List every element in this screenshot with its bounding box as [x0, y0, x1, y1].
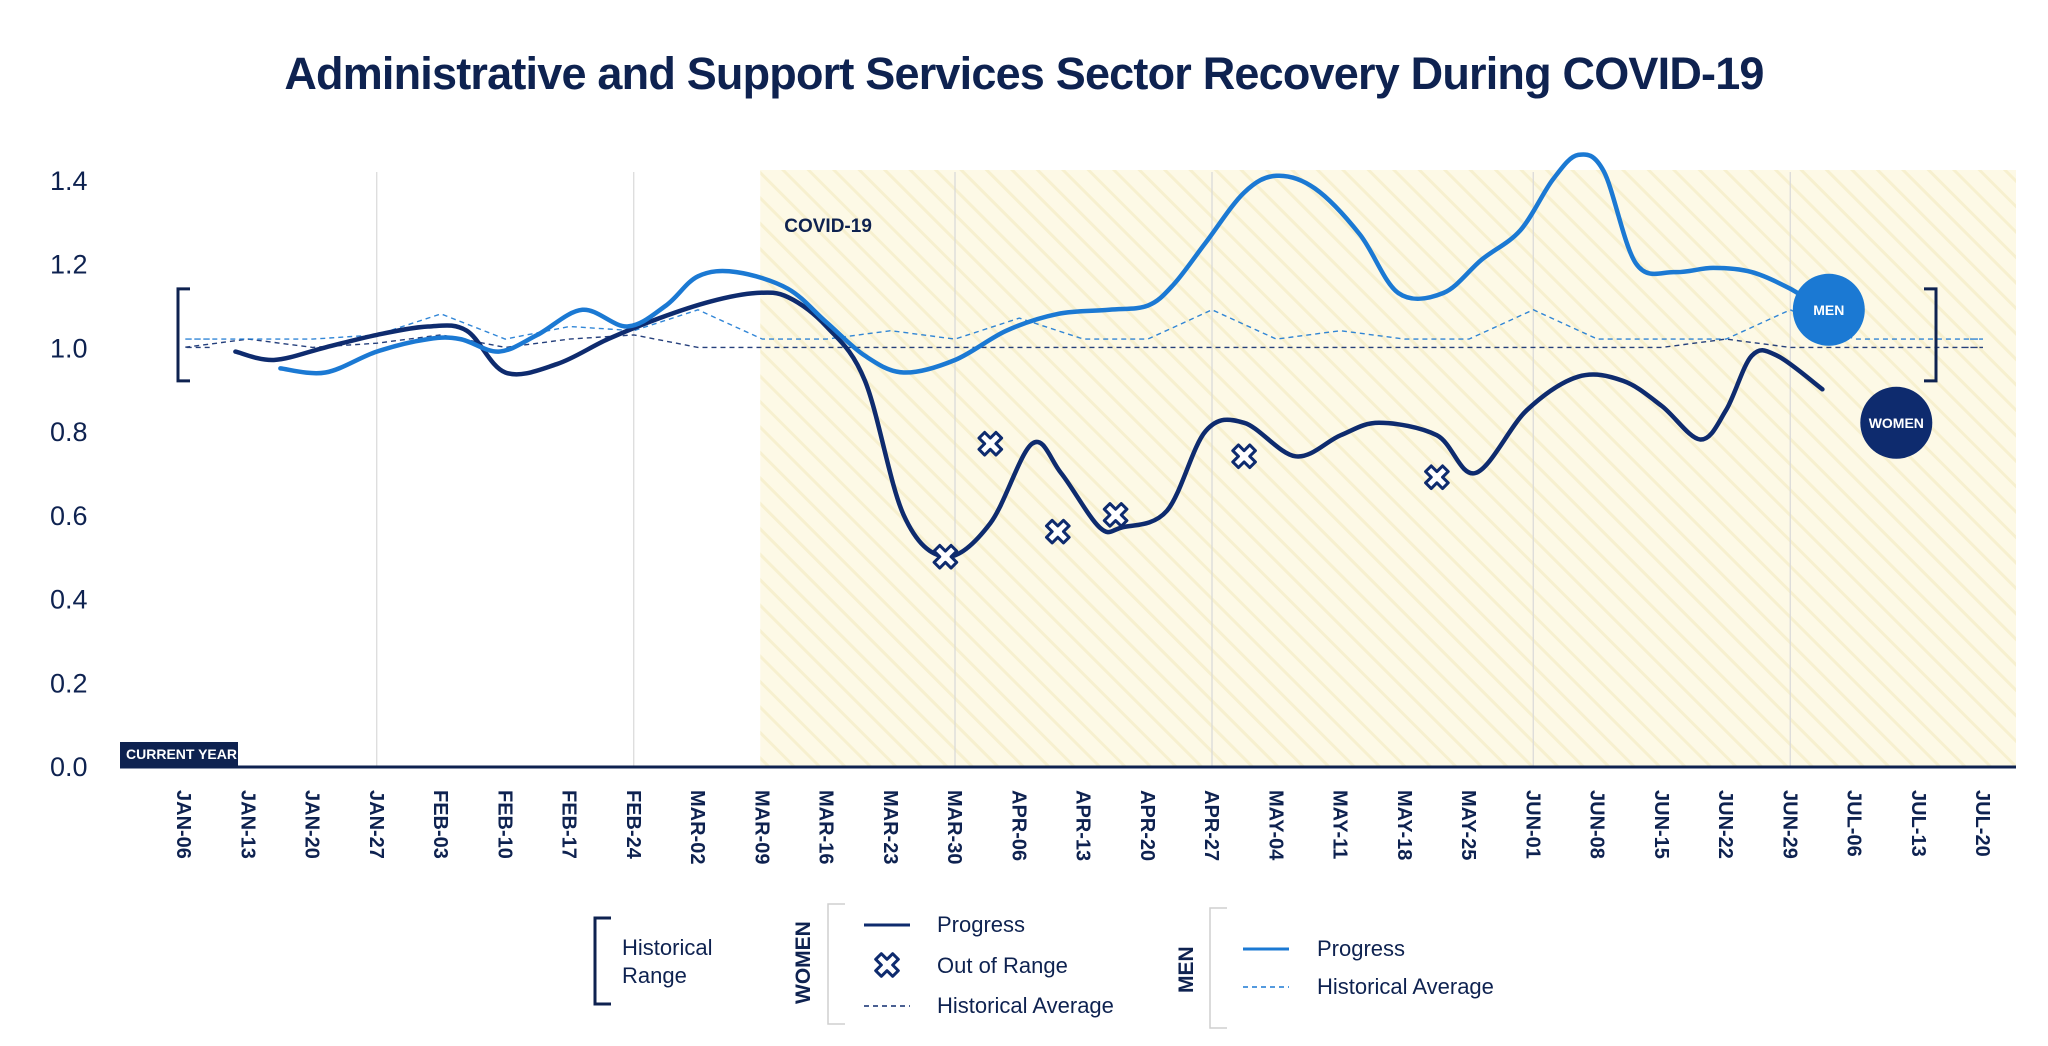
legend-men-heading: MEN	[1175, 946, 1198, 993]
out-of-range-cross	[1044, 518, 1071, 545]
x-tick-label: JAN-20	[301, 790, 323, 859]
legend-women-heading: WOMEN	[792, 921, 815, 1004]
x-tick-label: JUN-15	[1650, 790, 1672, 859]
legend-women-progress: Progress	[937, 912, 1025, 937]
x-tick-label: APR-06	[1007, 790, 1029, 861]
current-year-tag	[120, 742, 238, 766]
out-of-range-marker	[1231, 443, 1257, 470]
x-tick-label: MAY-18	[1393, 790, 1415, 860]
covid-region	[760, 170, 2016, 766]
x-tick-label: JUL-13	[1907, 790, 1929, 857]
x-tick-label: JUN-01	[1521, 790, 1543, 859]
men-end-label: MEN	[1813, 302, 1844, 318]
x-tick-label: JAN-27	[365, 790, 387, 859]
x-tick-label: FEB-03	[429, 790, 451, 859]
women-historical-average-line	[183, 334, 1983, 349]
y-tick-label: 0.6	[50, 501, 88, 531]
x-tick-label: FEB-17	[558, 790, 580, 859]
y-tick-label: 0.8	[50, 417, 88, 447]
out-of-range-cross	[977, 430, 1004, 457]
x-tick-label: MAR-30	[943, 790, 965, 864]
plot-background: COVID-19	[760, 170, 2016, 766]
legend-men-bracket	[1209, 907, 1227, 1029]
x-tick-label: MAY-04	[1264, 790, 1286, 861]
legend-out-of-range-marker	[874, 952, 900, 978]
current-year-label: CURRENT YEAR	[126, 746, 237, 762]
legend-range-label-1: Historical	[622, 935, 712, 960]
chart-title: Administrative and Support Services Sect…	[284, 48, 1764, 99]
x-tick-label: JUN-08	[1586, 790, 1608, 859]
y-tick-label: 0.2	[50, 668, 88, 698]
x-tick-label: MAR-09	[750, 790, 772, 864]
x-tick-label: JUN-22	[1714, 790, 1736, 859]
y-axis: 0.0 0.2 0.4 0.6 0.8 1.0 1.2 1.4	[50, 166, 88, 782]
x-tick-label: MAY-11	[1329, 790, 1351, 859]
grid-lines	[376, 172, 1791, 766]
out-of-range-cross	[1231, 443, 1257, 470]
out-of-range-marker	[1102, 502, 1129, 528]
x-tick-label: JUN-29	[1778, 790, 1800, 859]
historical-range-right	[1924, 287, 1938, 383]
x-tick-label: FEB-24	[622, 790, 644, 860]
x-tick-label: APR-13	[1072, 790, 1094, 861]
legend-men-average: Historical Average	[1317, 974, 1494, 999]
women-end-badge	[1860, 386, 1933, 459]
out-of-range-markers	[932, 430, 1450, 570]
men-historical-average-line	[184, 309, 1983, 340]
covid-label: COVID-19	[784, 216, 872, 237]
legend: Historical Range WOMEN Progress Out of Range…	[593, 903, 1494, 1029]
y-tick-label: 0.4	[50, 585, 88, 615]
x-tick-label: JAN-13	[236, 790, 258, 859]
historical-range-brackets	[176, 287, 1938, 383]
legend-range-bracket	[593, 916, 611, 1006]
out-of-range-marker	[1424, 464, 1450, 491]
x-tick-label: MAR-16	[815, 790, 837, 864]
out-of-range-cross	[1102, 502, 1129, 528]
legend-women-bracket	[827, 903, 845, 1025]
x-tick-label: MAR-02	[686, 790, 708, 864]
men-end-badge	[1792, 273, 1865, 346]
y-tick-label: 0.0	[50, 752, 88, 782]
women-progress-line	[233, 290, 1825, 559]
historical-range-left	[176, 287, 190, 383]
legend-women-average: Historical Average	[937, 993, 1114, 1018]
legend-out-of-range-cross	[874, 952, 900, 978]
out-of-range-marker	[977, 430, 1004, 457]
out-of-range-marker	[932, 543, 959, 570]
x-tick-label: JAN-06	[172, 790, 194, 859]
women-end-label: WOMEN	[1869, 415, 1924, 431]
legend-out-of-range: Out of Range	[937, 953, 1068, 978]
out-of-range-cross	[1424, 464, 1450, 491]
series-lines	[233, 152, 1825, 559]
legend-range-label-2: Range	[622, 963, 687, 988]
out-of-range-cross	[932, 543, 959, 570]
legend-men-progress: Progress	[1317, 936, 1405, 961]
x-axis: CURRENT YEAR JAN-06 JAN-13 JAN-20 JAN-27 FEB-…	[120, 742, 2016, 864]
out-of-range-marker	[1044, 518, 1071, 545]
x-tick-label: FEB-10	[493, 790, 515, 859]
x-tick-label: MAY-25	[1457, 790, 1479, 860]
y-tick-label: 1.4	[50, 166, 88, 196]
series-end-labels: WOMEN MEN	[1792, 273, 1933, 459]
x-tick-label: MAR-23	[879, 790, 901, 864]
y-tick-label: 1.0	[50, 333, 88, 363]
x-tick-label: JUL-06	[1843, 790, 1865, 857]
historical-average-lines	[183, 309, 1983, 349]
men-progress-line	[278, 152, 1825, 376]
y-tick-label: 1.2	[50, 250, 88, 280]
x-tick-label: APR-20	[1136, 790, 1158, 861]
x-tick-label: JUL-20	[1971, 790, 1993, 857]
x-tick-label: APR-27	[1200, 790, 1222, 861]
